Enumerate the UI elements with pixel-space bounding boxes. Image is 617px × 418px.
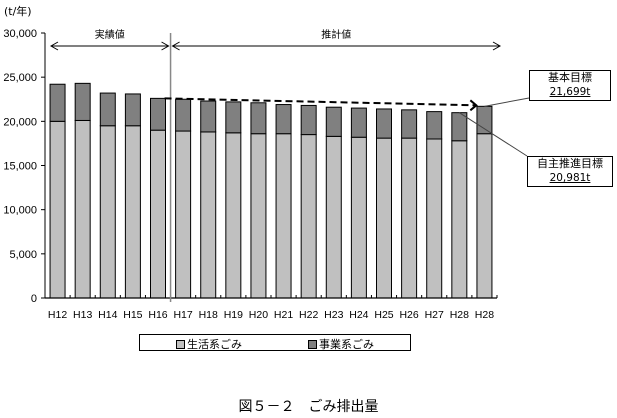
bar-segment-living <box>250 133 267 299</box>
x-tick-label: H28 <box>450 309 469 321</box>
bar-segment-living <box>124 125 141 299</box>
x-tick-label: H21 <box>274 309 293 321</box>
bar-segment-business <box>350 107 367 138</box>
legend: 生活系ごみ 事業系ごみ <box>139 334 411 351</box>
bar-segment-business <box>250 102 267 135</box>
x-tick-label: H13 <box>73 309 92 321</box>
bar-segment-business <box>124 93 141 127</box>
callout-self-value: 20,981t <box>549 172 591 184</box>
bar-segment-business <box>426 111 443 140</box>
legend-item-living: 生活系ごみ <box>176 336 242 352</box>
bar-segment-living <box>451 140 468 299</box>
y-tick-label: 25,000 <box>3 72 37 84</box>
bar-segment-business <box>99 92 116 127</box>
x-tick-label: H15 <box>123 309 142 321</box>
span-estimate-label: 推計値 <box>321 28 351 41</box>
business-swatch-icon <box>308 339 317 349</box>
bar-segment-living <box>225 132 242 299</box>
x-tick-label: H22 <box>299 309 318 321</box>
y-axis: 0 5,000 10,000 15,000 20,000 25,000 30,000 <box>3 28 46 305</box>
x-tick-label: H12 <box>48 309 67 321</box>
callout-self-leader <box>459 112 528 157</box>
bar-segment-business <box>275 104 292 135</box>
bar-segment-living <box>476 133 493 299</box>
bar-segment-living <box>325 135 342 299</box>
bars <box>49 82 493 299</box>
y-tick-label: 20,000 <box>3 116 37 128</box>
x-tick-label: H16 <box>148 309 167 321</box>
callout-basic-value: 21,699t <box>549 86 591 98</box>
bar-segment-living <box>350 136 367 299</box>
span-estimate-left-arrow-icon <box>171 41 180 51</box>
bar-segment-business <box>150 97 166 131</box>
y-tick-label: 5,000 <box>9 249 37 261</box>
bar-segment-business <box>200 100 217 133</box>
span-actual-left-arrow-icon <box>49 41 59 51</box>
bar-segment-living <box>99 125 116 299</box>
bar-segment-business <box>325 106 342 137</box>
bar-segment-business <box>49 83 66 122</box>
annotations: 実績値 推計値 <box>49 28 530 302</box>
x-tick-label: H17 <box>173 309 192 321</box>
bar-segment-living <box>150 129 166 299</box>
bar-segment-business <box>401 109 418 139</box>
bar-segment-living <box>49 120 66 299</box>
x-tick-label: H14 <box>98 309 117 321</box>
legend-item-business: 事業系ごみ <box>308 336 374 352</box>
x-axis: H12 H13 H14 H15 H16 H17 H18 H19 H20 H21 H22 H23 H24 H… <box>44 295 498 321</box>
y-tick-label: 15,000 <box>3 161 37 173</box>
bar-segment-business <box>225 101 242 134</box>
span-actual-label: 実績値 <box>95 28 125 41</box>
span-actual-right-arrow-icon <box>161 41 170 51</box>
callout-basic-title: 基本目標 <box>548 71 592 84</box>
x-tick-label: H26 <box>399 309 418 321</box>
x-tick-label: H18 <box>199 309 218 321</box>
bar-segment-business <box>476 105 493 135</box>
bar-segment-business <box>175 98 192 132</box>
bar-segment-living <box>200 131 217 299</box>
living-swatch-icon <box>176 339 185 349</box>
trend-dashed-line <box>164 97 477 107</box>
bar-segment-living <box>74 119 91 299</box>
bar-segment-living <box>275 133 292 299</box>
bar-segment-living <box>401 137 418 299</box>
legend-label-living: 生活系ごみ <box>187 338 242 351</box>
trend-arrowhead-icon <box>469 99 478 112</box>
callout-basic-target: 基本目標 21,699t <box>529 70 611 101</box>
figure-caption: 図５－２ ごみ排出量 <box>238 399 379 415</box>
x-tick-label: H19 <box>224 309 243 321</box>
bar-segment-business <box>74 82 91 121</box>
x-tick-label: H25 <box>374 309 393 321</box>
x-tick-label: H24 <box>349 309 368 321</box>
span-estimate-right-arrow-icon <box>492 41 502 51</box>
callout-self-target: 自主推進目標 20,981t <box>527 156 613 187</box>
x-tick-label: H27 <box>425 309 444 321</box>
bar-segment-business <box>300 104 317 136</box>
x-tick-label: H28 <box>475 309 494 321</box>
bar-segment-living <box>426 138 443 299</box>
y-tick-label: 10,000 <box>3 205 37 217</box>
bar-segment-living <box>175 130 192 299</box>
bar-segment-business <box>376 108 392 139</box>
x-tick-label: H20 <box>249 309 268 321</box>
y-axis-unit: (t/年) <box>4 4 32 18</box>
y-tick-label: 0 <box>31 293 37 305</box>
callout-basic-leader <box>484 97 530 107</box>
bar-segment-living <box>376 137 392 299</box>
y-tick-label: 30,000 <box>3 28 37 40</box>
bar-segment-business <box>451 112 468 142</box>
x-tick-label: H23 <box>324 309 343 321</box>
legend-label-business: 事業系ごみ <box>319 338 374 351</box>
callout-self-title: 自主推進目標 <box>537 157 603 170</box>
bar-segment-living <box>300 134 317 299</box>
